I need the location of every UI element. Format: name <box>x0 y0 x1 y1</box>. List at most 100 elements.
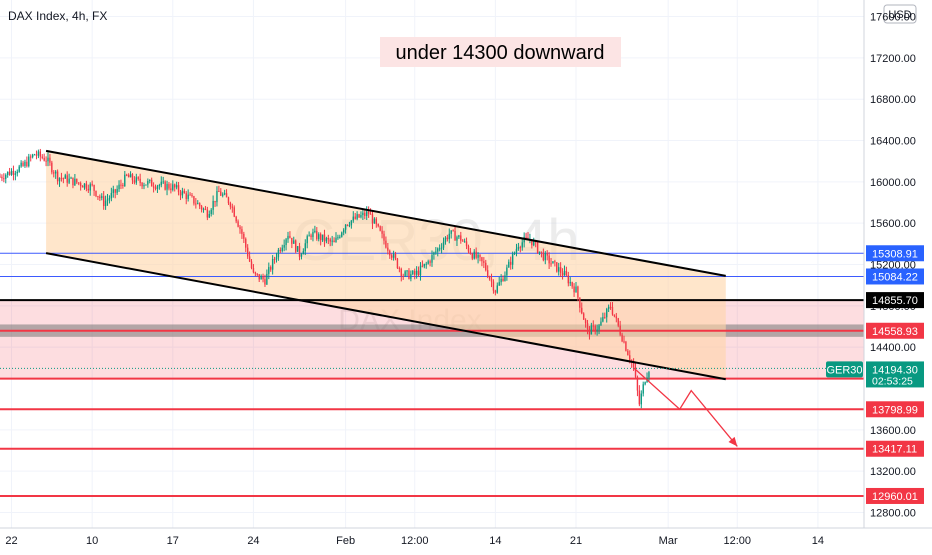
candle-body <box>143 185 145 187</box>
price-tick-label: 17200.00 <box>870 53 916 65</box>
candle-body <box>458 235 460 238</box>
candle-body <box>375 218 378 224</box>
candle-body <box>53 172 55 174</box>
candle-body <box>573 286 575 293</box>
candle-body <box>106 199 109 201</box>
candle-body <box>344 224 347 230</box>
candle-body <box>210 209 212 215</box>
candle-body <box>508 261 510 268</box>
candle-body <box>158 185 161 187</box>
candle-body <box>452 230 454 232</box>
symbol-tag[interactable] <box>826 361 863 378</box>
channel-lower-line[interactable] <box>45 252 726 381</box>
candle-body <box>218 191 220 193</box>
candle-body <box>287 235 289 240</box>
candle-body <box>131 174 134 181</box>
candle-body <box>277 249 280 258</box>
currency-box[interactable] <box>883 4 917 24</box>
candle-body <box>429 261 431 263</box>
candle-body <box>235 216 237 222</box>
candle-body <box>621 334 623 342</box>
candle-body <box>408 270 410 279</box>
candle-body <box>223 193 226 195</box>
candle-body <box>371 214 374 224</box>
candle-body <box>76 178 78 183</box>
candle-body <box>31 154 34 158</box>
candle-body <box>362 212 364 216</box>
candle-body <box>364 212 366 216</box>
candle-body <box>465 241 468 247</box>
candle-body <box>588 328 591 335</box>
candle-body <box>58 177 61 182</box>
candle-body <box>632 362 635 368</box>
candle-body <box>64 175 66 179</box>
candle-body <box>281 247 283 252</box>
candle-body <box>485 262 487 271</box>
candle-body <box>83 183 86 188</box>
candle-body <box>454 230 456 241</box>
candle-body <box>554 261 556 263</box>
candle-body <box>513 252 516 254</box>
candle-body <box>112 189 114 193</box>
candle-body <box>174 184 176 188</box>
candle-body <box>202 208 205 210</box>
time-tick-label: 10 <box>86 535 98 547</box>
candle-body <box>114 189 116 193</box>
projection-arrow[interactable] <box>633 367 738 447</box>
candle-body <box>102 196 105 207</box>
candle-body <box>181 190 184 196</box>
level-price-tag <box>866 322 924 339</box>
candle-body <box>1 176 3 179</box>
candle-body <box>8 171 11 175</box>
candle-body <box>41 156 43 158</box>
candle-body <box>162 181 164 183</box>
current-price-label <box>866 361 924 388</box>
candle-body <box>617 318 619 326</box>
candle-body <box>341 232 343 237</box>
candle-body <box>216 191 218 203</box>
candle-body <box>225 193 228 198</box>
candle-body <box>0 176 1 178</box>
candle-body <box>506 267 508 276</box>
current-price-value: 14194.30 <box>872 364 918 376</box>
candle-body <box>133 180 136 183</box>
candle-body <box>187 194 189 199</box>
candle-body <box>47 157 49 162</box>
candle-body <box>198 203 201 207</box>
candle-body <box>60 177 63 179</box>
candle-body <box>552 261 554 264</box>
candle-body <box>26 161 28 167</box>
time-tick-label: 12:00 <box>401 535 429 547</box>
candle-body <box>245 238 247 248</box>
annotation-text[interactable]: under 14300 downward <box>395 42 604 64</box>
candle-body <box>191 195 193 197</box>
candle-body <box>177 185 180 193</box>
candle-body <box>118 184 120 190</box>
candle-body <box>319 234 322 241</box>
candle-body <box>318 234 320 240</box>
candle-body <box>350 220 353 226</box>
candle-body <box>510 261 512 265</box>
price-axis-background <box>864 0 932 528</box>
candle-body <box>392 253 395 258</box>
candle-body <box>149 179 151 182</box>
candle-body <box>70 177 72 179</box>
candle-body <box>358 214 360 218</box>
candle-body <box>85 183 88 189</box>
candle-body <box>308 235 310 237</box>
candle-body <box>110 192 113 199</box>
candle-body <box>473 251 475 259</box>
candle-body <box>250 261 253 268</box>
candle-body <box>438 248 441 250</box>
candle-body <box>636 376 639 391</box>
price-tick-label: 16800.00 <box>870 94 916 106</box>
channel-upper-line[interactable] <box>45 149 726 277</box>
level-price-tag <box>866 292 924 309</box>
candle-body <box>16 171 18 174</box>
candle-body <box>352 216 354 221</box>
candle-body <box>383 233 385 241</box>
candle-body <box>602 317 604 322</box>
candle-body <box>156 186 159 189</box>
candle-body <box>139 178 141 183</box>
